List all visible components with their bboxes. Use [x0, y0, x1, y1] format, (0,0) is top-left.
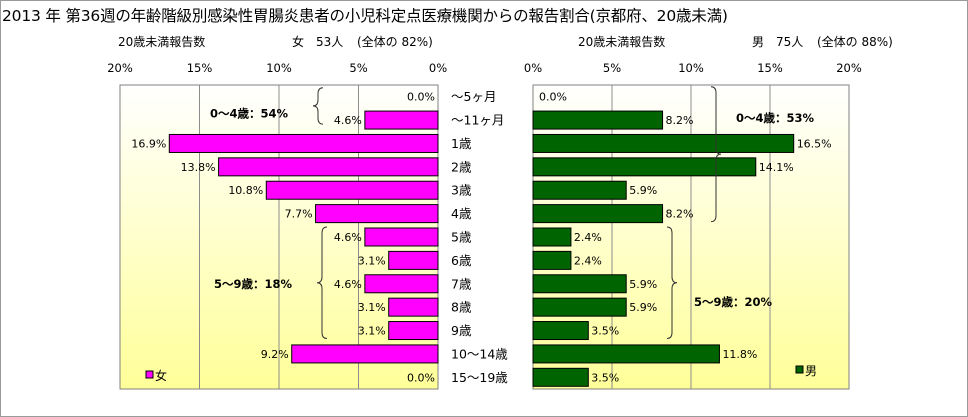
female-subtitle-count: 53人: [316, 35, 344, 49]
female-legend-label: 女: [155, 368, 167, 383]
male-value-label: 11.8%: [722, 348, 757, 361]
female-bar: [388, 297, 439, 317]
male-bar: [532, 157, 757, 177]
category-label: 1歳: [451, 136, 472, 151]
female-x-tick-label: 20%: [107, 61, 133, 75]
male-value-label: 0.0%: [539, 91, 567, 104]
female-value-label: 4.6%: [334, 114, 362, 127]
male-value-label: 16.5%: [797, 137, 832, 150]
category-label: 15～19歳: [451, 370, 508, 385]
female-legend-swatch: [145, 370, 154, 379]
female-x-tick-label: 5%: [349, 61, 367, 75]
female-value-label: 10.8%: [228, 184, 263, 197]
category-label: 5歳: [451, 230, 472, 245]
male-value-label: 5.9%: [629, 278, 657, 291]
chart-title: 2013 年 第36週の年齢階級別感染性胃腸炎患者の小児科定点医療機関からの報告…: [2, 7, 728, 25]
female-subtitle-sex: 女: [292, 35, 305, 49]
female-brace-5-9: [316, 226, 328, 340]
female-value-label: 0.0%: [407, 91, 435, 104]
female-bar: [265, 180, 439, 200]
female-bar: [218, 157, 439, 177]
male-value-label: 2.4%: [574, 231, 602, 244]
female-value-label: 7.7%: [285, 208, 313, 221]
female-x-tick-label: 0%: [429, 61, 447, 75]
female-value-label: 4.6%: [334, 278, 362, 291]
male-subtitle-count: 75人: [776, 35, 804, 49]
male-legend-label: 男: [805, 364, 817, 378]
male-legend-swatch: [795, 365, 804, 374]
category-label: 3歳: [451, 183, 472, 198]
category-label: 6歳: [451, 253, 472, 268]
male-subtitle-sex: 男: [752, 35, 765, 49]
male-value-label: 5.9%: [629, 184, 657, 197]
male-bar: [532, 321, 589, 341]
category-label: 4歳: [451, 206, 472, 221]
category-label: 2歳: [451, 159, 472, 174]
female-bar: [388, 250, 439, 270]
male-subtitle-share: (全体の 88%): [817, 35, 893, 49]
male-bar: [532, 344, 720, 364]
male-annotation-0-4: 0～4歳：53%: [736, 111, 815, 125]
female-bar: [291, 344, 439, 364]
male-bar: [532, 133, 795, 153]
female-bar: [168, 133, 439, 153]
male-brace-5-9: [666, 226, 678, 340]
male-x-tick-label: 15%: [757, 61, 783, 75]
male-value-label: 14.1%: [759, 161, 794, 174]
female-x-tick-label: 15%: [187, 61, 213, 75]
female-bar: [388, 321, 439, 341]
male-value-label: 8.2%: [666, 208, 694, 221]
female-annotation-0-4: 0～4歳：54%: [210, 107, 289, 121]
male-bar: [532, 250, 572, 270]
male-annotation-5-9: 5～9歳：20%: [694, 295, 773, 309]
female-value-label: 3.1%: [358, 325, 386, 338]
category-label: 8歳: [451, 300, 472, 315]
male-value-label: 8.2%: [666, 114, 694, 127]
female-bar: [315, 204, 439, 224]
female-annotation-5-9: 5～9歳：18%: [214, 277, 293, 291]
male-value-label: 3.5%: [591, 325, 619, 338]
male-x-tick-label: 20%: [836, 61, 862, 75]
female-value-label: 3.1%: [358, 254, 386, 267]
male-x-tick-label: 0%: [524, 61, 542, 75]
male-bar: [532, 204, 664, 224]
category-label: 10～14歳: [451, 346, 508, 361]
female-bar: [364, 227, 439, 247]
male-bar: [532, 227, 572, 247]
male-bar: [532, 110, 664, 130]
male-brace-0-4: [710, 86, 722, 223]
female-bar: [364, 274, 439, 294]
female-value-label: 0.0%: [407, 371, 435, 384]
female-value-label: 3.1%: [358, 301, 386, 314]
female-subtitle-share: (全体の 82%): [357, 35, 433, 49]
female-value-label: 4.6%: [334, 231, 362, 244]
female-value-label: 9.2%: [261, 348, 289, 361]
female-value-label: 13.8%: [181, 161, 216, 174]
male-x-tick-label: 10%: [678, 61, 704, 75]
male-bar: [532, 367, 589, 387]
male-bar: [532, 274, 627, 294]
male-value-label: 5.9%: [629, 301, 657, 314]
female-subtitle-label: 20歳未満報告数: [118, 35, 206, 49]
category-label: 9歳: [451, 323, 472, 338]
male-value-label: 2.4%: [574, 254, 602, 267]
male-subtitle-label: 20歳未満報告数: [578, 35, 666, 49]
female-bar: [364, 110, 439, 130]
female-brace-0-4: [312, 87, 324, 125]
female-value-label: 16.9%: [131, 137, 166, 150]
female-x-tick-label: 10%: [266, 61, 292, 75]
male-bar: [532, 297, 627, 317]
male-bar: [532, 180, 627, 200]
category-label: ～5ヶ月: [451, 89, 496, 104]
male-x-tick-label: 5%: [603, 61, 621, 75]
category-label: 7歳: [451, 276, 472, 291]
male-value-label: 3.5%: [591, 371, 619, 384]
category-label: ～11ヶ月: [451, 113, 504, 128]
